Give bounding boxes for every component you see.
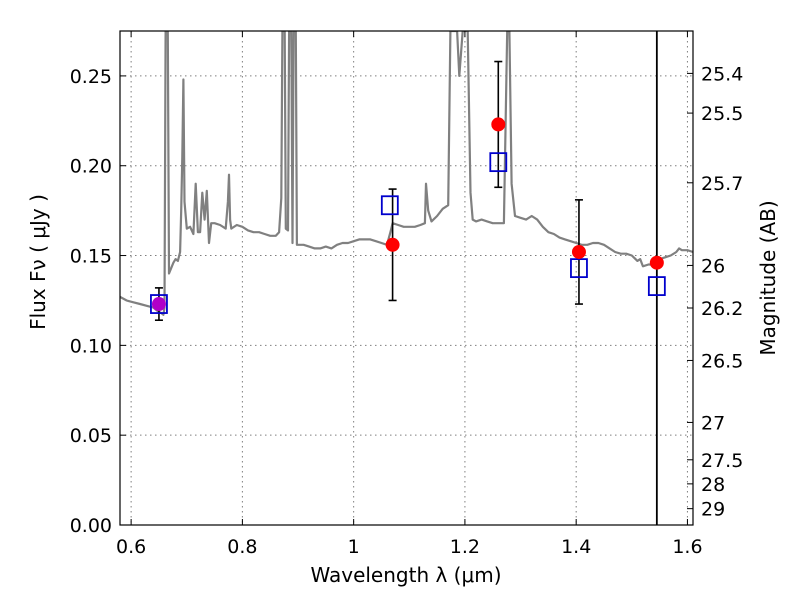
- model-point: [647, 276, 666, 296]
- y-tick-label: 0.15: [70, 246, 112, 268]
- x-axis-label: Wavelength λ (μm): [310, 563, 501, 587]
- x-tick-label: 1.4: [561, 536, 591, 558]
- y-right-tick-label: 25.7: [701, 173, 743, 195]
- y-right-tick-label: 28: [701, 474, 725, 496]
- x-tick-label: 0.8: [227, 536, 257, 558]
- observed-point: [649, 255, 664, 270]
- y-tick-label: 0.20: [70, 156, 112, 178]
- y-tick-label: 0.25: [70, 66, 112, 88]
- y-right-tick-label: 25.5: [701, 103, 743, 125]
- x-tick-label: 1.6: [672, 536, 702, 558]
- observed-point: [385, 237, 400, 252]
- model-point: [380, 195, 399, 216]
- model-point: [570, 258, 588, 279]
- y-right-axis-label: Magnitude (AB): [756, 200, 780, 355]
- spectrum-line: [120, 31, 693, 316]
- y-right-tick-label: 27: [701, 412, 725, 434]
- y-right-tick-label: 29: [701, 499, 725, 521]
- x-tick-label: 1.2: [450, 536, 480, 558]
- plot-frame: [119, 30, 694, 526]
- y-tick-label: 0.10: [70, 335, 112, 357]
- tick-layer: 0.6 0.8 1 1.2 1.4 1.6 0.00 0.05 0.10 0.15 0.20 0.25…: [70, 31, 743, 558]
- x-tick-label: 1: [348, 536, 360, 558]
- y-right-tick-label: 25.4: [701, 63, 743, 85]
- marker-layer: [150, 60, 666, 322]
- x-tick-label: 0.6: [116, 536, 146, 558]
- model-point: [150, 294, 168, 314]
- observed-point: [491, 117, 506, 132]
- y-tick-label: 0.05: [70, 425, 112, 447]
- observed-point: [151, 297, 166, 312]
- y-right-tick-label: 26.2: [701, 298, 743, 320]
- y-right-tick-label: 26.5: [701, 350, 743, 372]
- observed-point: [571, 244, 586, 259]
- y-axis-label: Flux Fν ( μJy ): [26, 194, 50, 330]
- y-tick-label: 0.00: [70, 515, 112, 537]
- model-point: [489, 152, 508, 173]
- y-right-tick-label: 27.5: [701, 450, 743, 472]
- grid-layer: [120, 31, 693, 525]
- y-right-tick-label: 26: [701, 255, 725, 277]
- plot-layer: [120, 31, 693, 525]
